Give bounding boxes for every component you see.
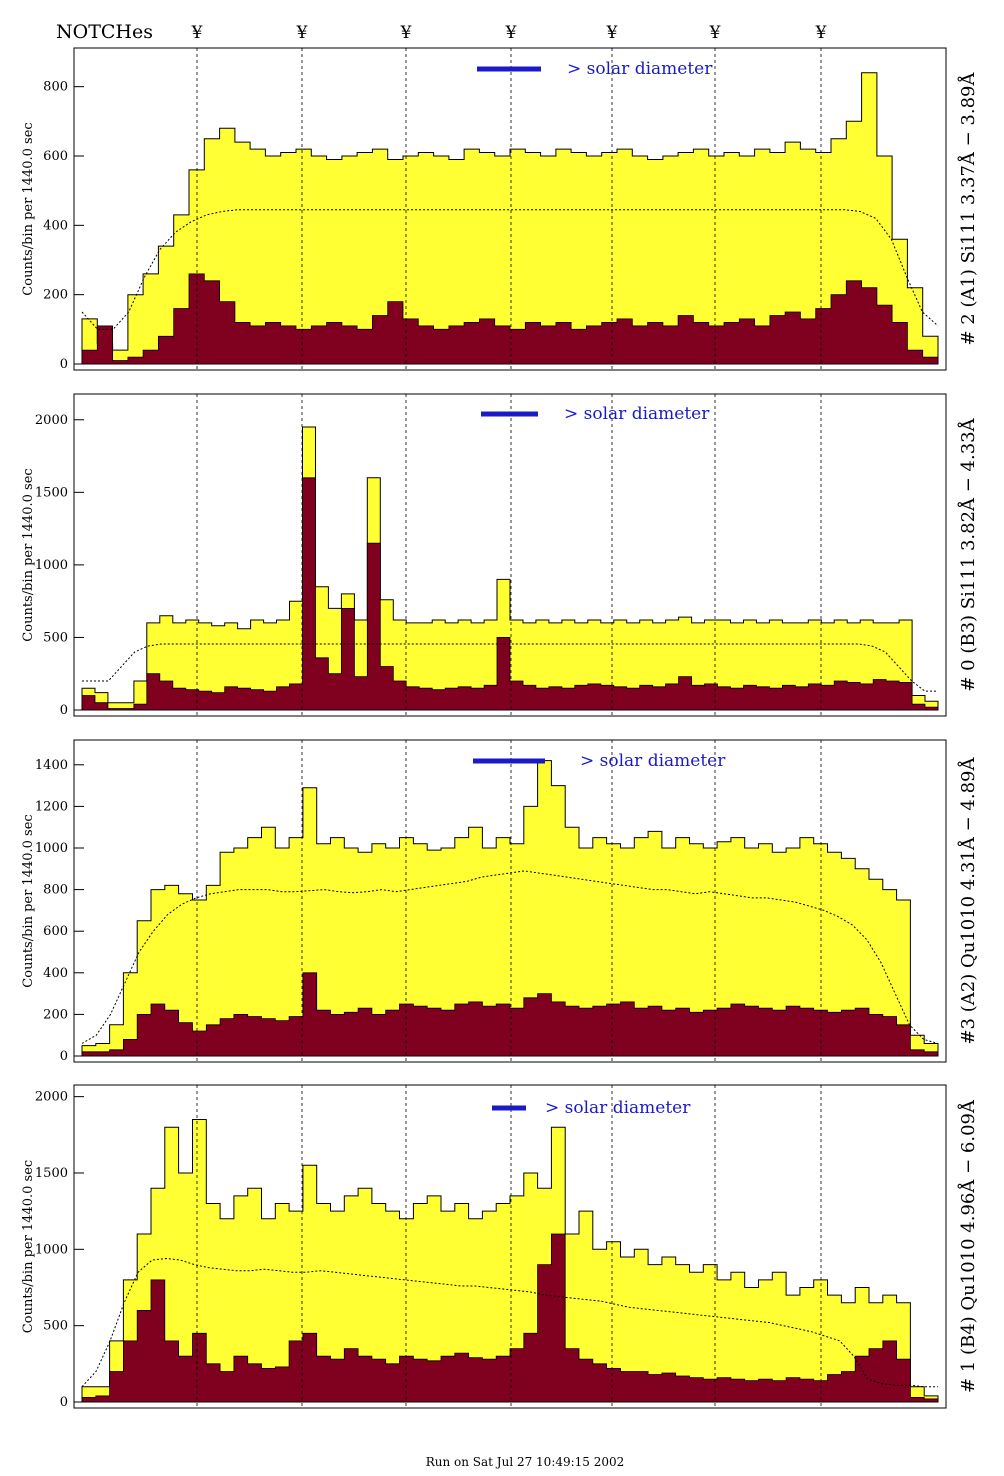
- y-tick-label: 0: [60, 1049, 68, 1064]
- smoothed-profile-line: [81, 1257, 938, 1388]
- plot-frame: [73, 739, 947, 1063]
- notch-marker-3: ¥: [400, 23, 412, 43]
- y-axis-label: Counts/bin per 1440.0 sec: [21, 468, 36, 641]
- notch-marker-4: ¥: [505, 23, 517, 43]
- notch-marker-5: ¥: [606, 23, 618, 43]
- upper-spectrum-area: [81, 426, 939, 711]
- y-axis-label: Counts/bin per 1440.0 sec: [21, 814, 36, 987]
- legend-label: > solar diameter: [567, 59, 713, 79]
- y-axis-label: Counts/bin per 1440.0 sec: [21, 122, 36, 295]
- lower-spectrum-area: [81, 972, 939, 1057]
- notch-marker-1: ¥: [191, 23, 203, 43]
- channel-label: # 2 (A1) Si111 3.37Å − 3.89Å: [957, 71, 979, 345]
- y-tick-label: 500: [43, 630, 68, 645]
- y-tick-label: 2000: [35, 413, 68, 428]
- notch-symbols: ¥ ¥ ¥ ¥ ¥ ¥ ¥: [191, 23, 827, 43]
- notch-marker-2: ¥: [296, 23, 308, 43]
- y-tick-label: 1000: [35, 841, 68, 856]
- channel-label: #3 (A2) Qu1010 4.31Å − 4.89Å: [957, 756, 979, 1044]
- notches-label: NOTCHes: [56, 21, 153, 43]
- plot-frame: [73, 1084, 947, 1409]
- y-tick-label: 1000: [35, 1242, 68, 1257]
- run-footer: Run on Sat Jul 27 10:49:15 2002: [426, 1455, 625, 1469]
- lower-spectrum-area: [81, 273, 939, 365]
- y-tick-label: 0: [60, 357, 68, 372]
- legend-label: > solar diameter: [545, 1098, 691, 1118]
- plot-frame: [73, 393, 947, 717]
- smoothed-profile-line: [81, 209, 939, 330]
- y-tick-label: 1400: [35, 758, 68, 773]
- y-axis-label: Counts/bin per 1440.0 sec: [21, 1160, 36, 1333]
- notch-marker-6: ¥: [709, 23, 721, 43]
- y-tick-label: 600: [43, 924, 68, 939]
- legend-label: > solar diameter: [564, 404, 710, 424]
- chart-panel-1: 0 200 400 600 800 Counts/bin per 1440.0 sec # …: [21, 47, 979, 372]
- chart-panels: 0 200 400 600 800 Counts/bin per 1440.0 sec # …: [21, 47, 979, 1410]
- lower-spectrum-area: [81, 1233, 939, 1403]
- y-tick-label: 1500: [35, 1166, 68, 1181]
- y-tick-label: 1500: [35, 485, 68, 500]
- smoothed-profile-line: [81, 870, 939, 1044]
- y-tick-label: 1200: [35, 799, 68, 814]
- y-tick-label: 600: [43, 149, 68, 164]
- lower-spectrum-area: [81, 477, 939, 711]
- y-tick-label: 1000: [35, 558, 68, 573]
- y-tick-label: 400: [43, 218, 68, 233]
- y-tick-label: 200: [43, 1007, 68, 1022]
- legend-label: > solar diameter: [580, 751, 726, 771]
- y-tick-label: 500: [43, 1319, 68, 1334]
- channel-label: # 0 (B3) Si111 3.82Å − 4.33Å: [957, 417, 979, 691]
- plot-frame: [73, 47, 947, 371]
- notch-marker-7: ¥: [815, 23, 827, 43]
- y-tick-label: 800: [43, 883, 68, 898]
- upper-spectrum-area: [81, 1119, 939, 1403]
- upper-spectrum-area: [81, 72, 939, 365]
- y-tick-label: 0: [60, 703, 68, 718]
- y-tick-label: 800: [43, 80, 68, 95]
- y-tick-label: 0: [60, 1395, 68, 1410]
- y-tick-label: 200: [43, 288, 68, 303]
- upper-spectrum-area: [81, 760, 939, 1057]
- y-tick-label: 2000: [35, 1090, 68, 1105]
- chart-panel-2: 0 500 1000 1500 2000 Counts/bin per 1440.0 se…: [21, 393, 979, 718]
- chart-panel-3: 0 200 400 600 800 1000 1200 1400 Counts/bin per …: [21, 739, 979, 1064]
- smoothed-profile-line: [82, 643, 938, 692]
- y-tick-label: 400: [43, 966, 68, 981]
- channel-label: # 1 (B4) Qu1010 4.96Å − 6.09Å: [957, 1099, 979, 1393]
- chart-panel-4: 0 500 1000 1500 2000 Counts/bin per 1440.0 se…: [21, 1084, 979, 1410]
